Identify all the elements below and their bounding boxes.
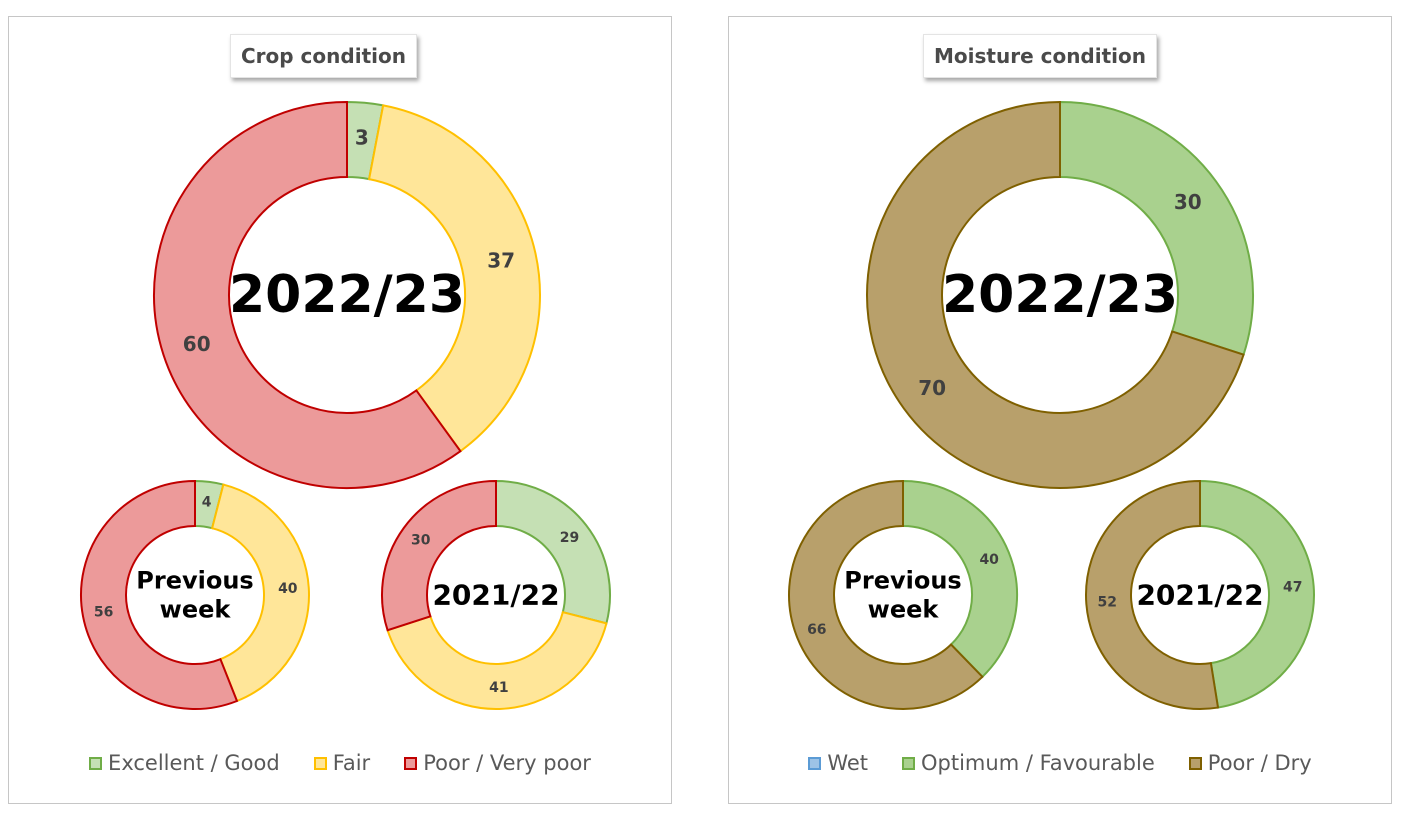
donut-segment-optimum-favourable — [1199, 479, 1315, 709]
donut-segment-poor-dry — [866, 100, 1245, 489]
legend-label-poor: Poor / Very poor — [423, 751, 591, 775]
data-label-poor-very-poor: 60 — [183, 332, 211, 356]
donut-crop-condition-2021-22: 29 41 30 2021/22 — [381, 479, 611, 710]
donut-center-label: 2021/22 — [1136, 579, 1263, 612]
data-label-fair: 40 — [278, 581, 298, 597]
data-label-excellent-good: 29 — [560, 530, 579, 546]
legend-item-dry: Poor / Dry — [1188, 751, 1312, 775]
legend-swatch-optimum — [902, 756, 915, 770]
legend-swatch-excellent-good — [89, 756, 103, 770]
legend-item-excellent-good: Excellent / Good — [89, 751, 280, 775]
legend-label-wet: Wet — [827, 751, 868, 775]
crop-condition-panel: Crop condition 3 37 60 2022/23 4 40 56 Previous… — [8, 16, 672, 804]
donut-segment-fair — [367, 104, 541, 453]
legend-item-poor: Poor / Very poor — [404, 751, 591, 775]
data-label-fair: 41 — [489, 680, 508, 696]
donut-center-label: 2022/23 — [229, 265, 465, 325]
donut-segment-fair — [210, 483, 310, 703]
data-label-excellent-good: 3 — [355, 126, 369, 150]
donut-segment-excellent-good — [495, 479, 611, 625]
donut-segment-fair — [386, 610, 608, 710]
data-label-poor-dry: 66 — [807, 622, 826, 638]
legend-swatch-fair — [313, 756, 327, 770]
donut-segment-optimum-favourable — [902, 479, 1018, 679]
donut-hole — [229, 177, 465, 413]
donut-segment-poor-very-poor — [80, 479, 239, 710]
moisture-condition-donuts: -30702022/23-4066Previousweek047522021/2… — [788, 100, 1315, 710]
legend-label-fair: Fair — [332, 751, 371, 775]
legend-label-dry: Poor / Dry — [1207, 751, 1312, 775]
donut-segment-poor-dry — [788, 479, 984, 710]
donut-segment-poor-very-poor — [153, 100, 462, 489]
legend-label-optimum: Optimum / Favourable — [921, 751, 1155, 775]
donut-hole — [427, 526, 565, 664]
donut-center-label: 2022/23 — [942, 265, 1178, 325]
data-label-poor-dry: 70 — [918, 376, 946, 400]
donut-crop-condition-2022-23: 3 37 60 2022/23 — [153, 100, 541, 489]
donut-segment-poor-very-poor — [381, 479, 497, 632]
legend-item-optimum: Optimum / Favourable — [902, 751, 1155, 775]
data-label-optimum-favourable: 30 — [1174, 190, 1202, 214]
legend-item-fair: Fair — [313, 751, 371, 775]
legend-swatch-poor — [404, 756, 418, 770]
donut-hole — [834, 526, 972, 664]
donut-hole — [942, 177, 1178, 413]
legend-label-excellent-good: Excellent / Good — [108, 751, 280, 775]
donut-center-label: 2021/22 — [432, 579, 559, 612]
donut-segment-optimum-favourable — [1059, 100, 1254, 356]
donut-center-label: Previous — [136, 567, 253, 595]
donut-center-label: Previous — [844, 567, 961, 595]
legend-swatch-dry — [1188, 756, 1202, 770]
moisture-condition-title: Moisture condition — [923, 34, 1157, 78]
legend-swatch-wet — [808, 756, 822, 770]
moisture-legend: Wet Optimum / Favourable Poor / Dry — [729, 748, 1391, 778]
data-label-fair: 37 — [487, 249, 515, 273]
data-label-poor-dry: 52 — [1098, 594, 1117, 610]
donut-center-label: week — [868, 595, 940, 623]
data-label-optimum-favourable: 40 — [979, 552, 999, 568]
data-label-poor-very-poor: 30 — [411, 532, 431, 548]
moisture-condition-panel: Moisture condition -30702022/23-4066Prev… — [728, 16, 1392, 804]
data-label-excellent-good: 4 — [202, 495, 212, 511]
donut-moisture-condition-2021-22: 047522021/22 — [1085, 479, 1315, 710]
donut-center-label: week — [160, 595, 232, 623]
donut-hole — [1131, 526, 1269, 664]
data-label-poor-very-poor: 56 — [94, 604, 113, 620]
donut-hole — [126, 526, 264, 664]
data-label-optimum-favourable: 47 — [1283, 580, 1302, 596]
crop-condition-title: Crop condition — [230, 34, 417, 78]
crop-legend: Excellent / Good Fair Poor / Very poor — [9, 748, 671, 778]
donut-segment-poor-dry — [1085, 479, 1220, 710]
legend-item-wet: Wet — [808, 751, 868, 775]
